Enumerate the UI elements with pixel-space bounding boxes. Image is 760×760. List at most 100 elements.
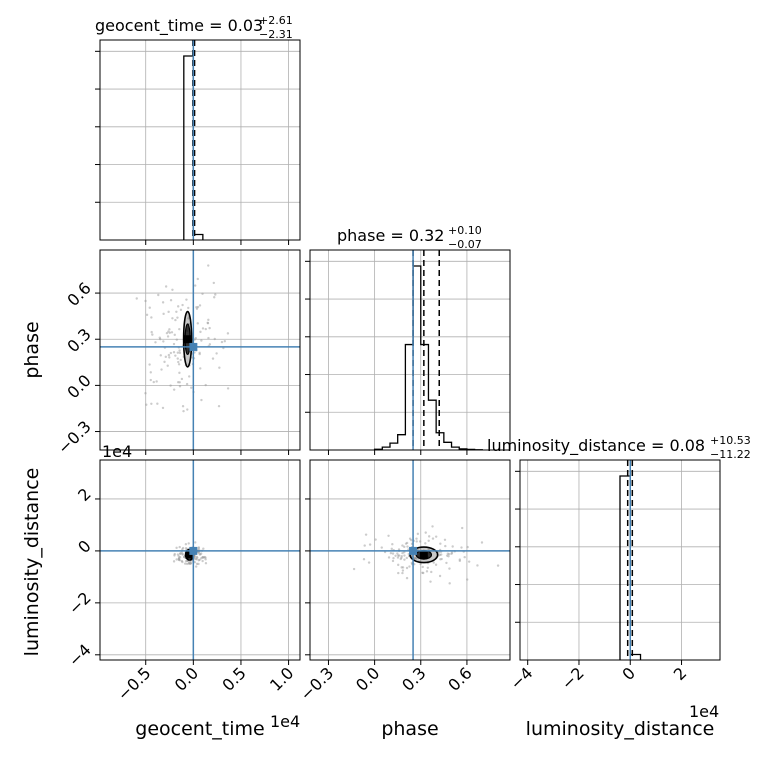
scatter-point: [161, 301, 165, 304]
offset-label-geocent-x: 1e4: [270, 712, 300, 731]
scatter-point: [204, 562, 208, 565]
scatter-point: [406, 545, 409, 548]
ylabel-luminosity-distance: luminosity_distance: [21, 468, 43, 657]
scatter-point: [387, 556, 391, 559]
scatter-point: [199, 367, 202, 370]
title-luminosity-distance: luminosity_distance = 0.08: [487, 436, 705, 456]
scatter-point: [226, 332, 230, 335]
scatter-point: [397, 554, 400, 557]
scatter-point: [391, 559, 395, 563]
scatter-point: [161, 406, 165, 410]
scatter-point: [157, 293, 160, 297]
scatter-point: [171, 288, 174, 291]
scatter-point: [171, 317, 174, 320]
pair-panel-geocent_time-luminosity_distance: −4 −2 0 2 −0.5 0.0 0.5 1.0: [65, 459, 301, 704]
scatter-point: [461, 526, 464, 530]
density-core: [183, 335, 192, 344]
scatter-point: [463, 555, 466, 559]
scatter-point: [218, 366, 221, 369]
scatter-point: [195, 562, 199, 566]
scatter-point: [176, 553, 180, 556]
scatter-point: [149, 378, 152, 382]
scatter-point: [148, 306, 151, 309]
title-luminosity-distance-plus: +10.53: [710, 434, 751, 447]
scatter-point: [178, 327, 181, 331]
scatter-point: [363, 544, 366, 547]
scatter-point: [408, 537, 412, 540]
scatter-point: [174, 354, 177, 357]
scatter-point: [180, 551, 183, 554]
scatter-point: [403, 558, 406, 561]
scatter-point: [174, 318, 177, 322]
scatter-point: [150, 402, 153, 405]
scatter-point: [396, 556, 400, 559]
scatter-point: [431, 525, 434, 528]
scatter-point: [466, 545, 469, 549]
diag-geocent_time-frame: [99, 39, 301, 241]
scatter-point: [179, 308, 183, 312]
scatter-point: [396, 552, 399, 555]
scatter-point: [168, 356, 171, 359]
scatter-point: [172, 342, 176, 346]
diag-panel-phase: [305, 249, 511, 455]
ylabel-phase: phase: [21, 321, 43, 378]
scatter-point: [173, 333, 176, 337]
scatter-point: [207, 264, 210, 267]
scatter-point: [451, 545, 454, 548]
pair-phase-luminosity_distance-xtick-label: 0.0: [352, 663, 383, 694]
scatter-point: [168, 328, 171, 331]
scatter-point: [418, 540, 422, 543]
scatter-point: [429, 580, 432, 583]
scatter-point: [169, 351, 173, 355]
scatter-point: [155, 380, 158, 383]
scatter-point: [364, 533, 368, 536]
pair-geocent_time-luminosity_distance-ytick-label: −2: [65, 588, 95, 618]
pair-phase-luminosity_distance-xtick-label: 0.6: [444, 663, 475, 694]
scatter-point: [178, 349, 181, 352]
scatter-point: [162, 312, 165, 316]
scatter-point: [172, 388, 176, 391]
scatter-point: [158, 336, 161, 339]
scatter-point: [425, 570, 429, 573]
scatter-point: [204, 558, 207, 561]
scatter-point: [401, 544, 404, 547]
scatter-point: [150, 330, 153, 334]
title-geocent-time-plus: +2.61: [259, 14, 293, 27]
pair-panel-geocent_time-phase: −0.3 0.0 0.3 0.6: [54, 249, 301, 458]
scatter-point: [177, 363, 181, 366]
offset-label-distance-x: 1e4: [689, 702, 719, 721]
scatter-point: [164, 355, 167, 359]
scatter-point: [440, 557, 443, 561]
pair-geocent_time-luminosity_distance-xtick-label: 0.0: [171, 663, 202, 694]
scatter-point: [444, 544, 447, 548]
scatter-point: [430, 570, 433, 574]
scatter-point: [166, 335, 170, 338]
diag-luminosity_distance-xtick-label: −2: [558, 663, 588, 693]
scatter-point: [390, 547, 393, 551]
scatter-point: [226, 387, 230, 390]
scatter-point: [217, 404, 221, 408]
scatter-point: [416, 532, 420, 536]
pair-geocent_time-phase-ytick-label: −0.3: [54, 417, 95, 458]
scatter-point: [391, 552, 395, 555]
scatter-point: [188, 562, 192, 565]
pair-geocent_time-phase-ytick-label: 0.6: [63, 278, 94, 309]
title-phase-minus: −0.07: [448, 238, 482, 251]
diag-panel-luminosity_distance: −4 −2 0 2: [506, 459, 721, 694]
scatter-point: [447, 555, 450, 558]
scatter-point: [204, 383, 207, 387]
scatter-point: [182, 409, 185, 413]
scatter-point: [443, 538, 447, 541]
pair-phase-luminosity_distance-xtick-label: −0.3: [296, 663, 337, 704]
scatter-point: [214, 293, 217, 296]
scatter-point: [165, 331, 169, 335]
scatter-point: [403, 545, 406, 549]
scatter-point: [427, 547, 430, 551]
scatter-point: [404, 542, 408, 545]
scatter-point: [431, 537, 435, 540]
scatter-point: [177, 557, 181, 560]
scatter-point: [196, 556, 199, 559]
scatter-point: [180, 377, 184, 381]
scatter-point: [194, 336, 197, 340]
